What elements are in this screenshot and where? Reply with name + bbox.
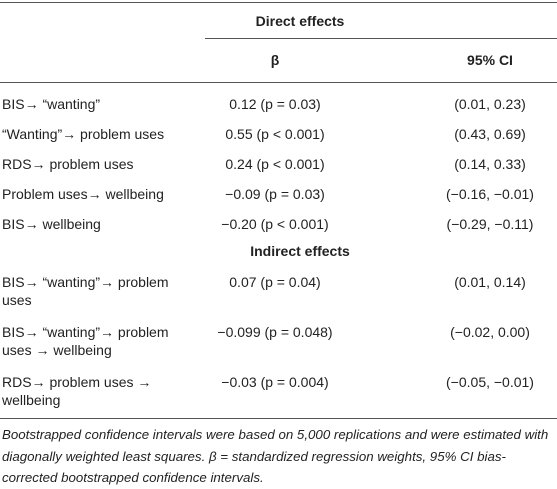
column-header: 95% CI [467, 52, 513, 68]
cell: 0.55 (p < 0.001) [225, 126, 325, 142]
cell: −0.20 (p < 0.001) [221, 216, 329, 232]
row-label: BIS→ “wanting”→ problem uses [2, 274, 169, 308]
cell: 0.07 (p = 0.04) [229, 274, 321, 290]
row-label: BIS→ “wanting”→ problem uses → wellbeing [2, 324, 169, 358]
rule [205, 38, 557, 39]
cell: (0.14, 0.33) [454, 156, 526, 172]
row-label: BIS→ “wanting” [2, 96, 101, 112]
column-header: β [270, 52, 280, 68]
section-title: Direct effects [255, 13, 345, 29]
cell: −0.03 (p = 0.004) [221, 374, 329, 390]
row-label: BIS→ wellbeing [2, 216, 101, 232]
cell: (−0.29, −0.11) [446, 216, 534, 232]
cell: (−0.16, −0.01) [446, 186, 534, 202]
cell: 0.24 (p < 0.001) [225, 156, 325, 172]
cell: (−0.02, 0.00) [450, 324, 530, 340]
footnote: Bootstrapped confidence intervals were b… [2, 427, 549, 485]
row-label: RDS→ problem uses → wellbeing [2, 374, 152, 408]
cell: (0.01, 0.14) [454, 274, 526, 290]
cell: (−0.05, −0.01) [446, 374, 534, 390]
rule [0, 82, 557, 83]
row-label: “Wanting”→ problem uses [2, 126, 165, 142]
rule [0, 2, 557, 3]
rule [0, 418, 557, 419]
cell: (0.43, 0.69) [454, 126, 526, 142]
cell: (0.01, 0.23) [454, 96, 526, 112]
row-label: RDS→ problem uses [2, 156, 134, 172]
cell: 0.12 (p = 0.03) [229, 96, 321, 112]
row-label: Problem uses→ wellbeing [2, 186, 164, 202]
section-title: Indirect effects [250, 243, 350, 259]
cell: −0.09 (p = 0.03) [225, 186, 325, 202]
cell: −0.099 (p = 0.048) [217, 324, 333, 340]
